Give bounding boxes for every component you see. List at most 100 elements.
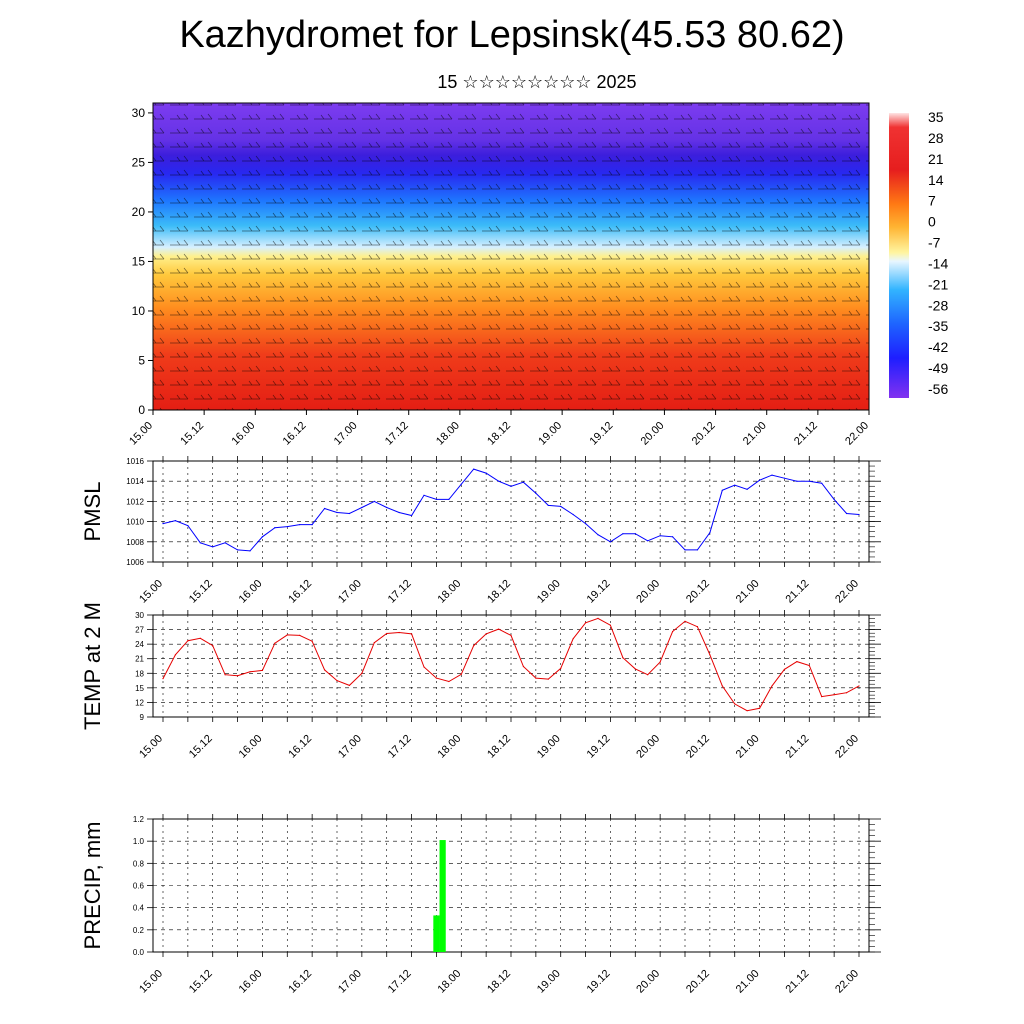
temp-point xyxy=(709,654,711,656)
pmsl-point xyxy=(212,546,214,548)
temp-point xyxy=(535,677,537,679)
colorbar-label: -21 xyxy=(928,276,948,292)
pmsl-point xyxy=(560,505,562,508)
temp-point xyxy=(721,685,723,687)
pmsl-point xyxy=(721,489,723,491)
temp-point xyxy=(323,669,326,671)
pmsl-point xyxy=(261,536,264,538)
x-tick-label: 19.00 xyxy=(535,733,563,761)
x-tick-label: 19.12 xyxy=(585,733,613,761)
pmsl-point xyxy=(709,532,711,534)
pmsl-point xyxy=(858,513,860,516)
pmsl-point xyxy=(162,523,164,525)
temp-point xyxy=(858,685,860,687)
temp-point xyxy=(783,668,786,671)
x-tick-label: 15.00 xyxy=(137,968,165,996)
temp-point xyxy=(448,680,450,683)
temp-point xyxy=(386,632,388,635)
x-tick-label: 17.00 xyxy=(336,733,364,761)
temp-point xyxy=(497,628,500,630)
temp-point xyxy=(398,631,400,634)
temp-point xyxy=(796,661,798,663)
wind-barbs-overlay xyxy=(153,103,869,410)
x-tick-label: 19.00 xyxy=(535,578,563,606)
x-tick-label: 19.00 xyxy=(535,968,563,996)
temp-point xyxy=(510,634,512,637)
pmsl-point xyxy=(460,483,462,485)
colorbar-label: -28 xyxy=(928,297,948,313)
y-tick-label: 0.4 xyxy=(133,904,145,913)
pmsl-panel: 1006 1008 1010 1012 1014 1016 15.00 15.12 16.00 1… xyxy=(80,456,881,606)
x-tick-label: 16.12 xyxy=(286,968,314,996)
heatmap-x-tick-label: 16.00 xyxy=(229,420,257,448)
x-tick-label: 17.00 xyxy=(336,578,364,606)
pmsl-point xyxy=(497,480,500,482)
y-tick-label: 0.0 xyxy=(133,948,145,957)
temp-point xyxy=(584,622,587,624)
pmsl-point xyxy=(535,492,537,494)
temp-point xyxy=(348,684,351,687)
heatmap-x-tick-label: 19.12 xyxy=(587,420,615,448)
x-tick-label: 21.00 xyxy=(734,733,762,761)
heatmap-y-tick-label: 10 xyxy=(132,304,146,318)
y-tick-label: 9 xyxy=(140,713,145,722)
pmsl-point xyxy=(249,550,251,552)
pmsl-point xyxy=(609,541,612,543)
pmsl-point xyxy=(236,549,239,551)
x-tick-label: 16.00 xyxy=(237,968,265,996)
temp-point xyxy=(671,630,674,633)
temp-point xyxy=(336,679,338,682)
pmsl-point xyxy=(845,512,848,515)
heatmap-x-tick-label: 16.12 xyxy=(281,420,309,448)
pmsl-point xyxy=(833,498,835,500)
pmsl-point xyxy=(286,526,288,528)
heatmap-x-tick-label: 15.00 xyxy=(127,420,155,448)
temp-point xyxy=(485,633,487,635)
pmsl-point xyxy=(510,485,512,487)
x-tick-label: 18.00 xyxy=(435,578,463,606)
colorbar-label: 21 xyxy=(928,151,944,167)
heatmap-x-tick-label: 21.12 xyxy=(792,420,820,448)
pmsl-point xyxy=(634,533,636,535)
pmsl-point xyxy=(696,549,699,551)
x-tick-label: 22.00 xyxy=(833,968,861,996)
colorbar-label: -42 xyxy=(928,339,948,355)
pmsl-point xyxy=(448,498,450,500)
colorbar-label: -56 xyxy=(928,381,948,397)
pmsl-point xyxy=(199,542,201,544)
temp-point xyxy=(684,620,686,622)
temp-point xyxy=(560,667,562,670)
precip-bar xyxy=(439,840,446,952)
temp-point xyxy=(597,617,599,620)
pmsl-point xyxy=(435,498,438,500)
pmsl-point xyxy=(734,484,736,486)
temp-point xyxy=(734,703,736,705)
pmsl-point xyxy=(572,513,574,516)
temp-point xyxy=(659,661,661,663)
pmsl-point xyxy=(671,536,674,538)
temp-point xyxy=(274,642,276,644)
colorbar-label: 0 xyxy=(928,214,936,230)
x-tick-label: 16.00 xyxy=(237,578,265,606)
temp-point xyxy=(286,634,288,636)
colorbar-gradient xyxy=(889,113,909,398)
x-tick-label: 17.12 xyxy=(386,968,414,996)
y-tick-label: 1.0 xyxy=(133,837,145,846)
pmsl-point xyxy=(361,506,363,509)
temp-point xyxy=(249,671,251,673)
heatmap-x-tick-label: 19.00 xyxy=(536,420,564,448)
y-axis-title: PMSL xyxy=(80,482,105,542)
pmsl-point xyxy=(522,481,525,483)
temp-point xyxy=(634,668,636,670)
pmsl-point xyxy=(821,482,823,484)
panel-frame xyxy=(152,614,870,718)
x-tick-label: 15.12 xyxy=(187,578,215,606)
x-tick-label: 21.00 xyxy=(734,578,762,606)
pmsl-point xyxy=(808,480,810,482)
temp-point xyxy=(199,637,201,639)
pmsl-point xyxy=(746,488,748,490)
temp-point xyxy=(212,645,214,647)
y-tick-label: 15 xyxy=(135,684,144,693)
heatmap-y-tick-label: 20 xyxy=(132,205,146,219)
